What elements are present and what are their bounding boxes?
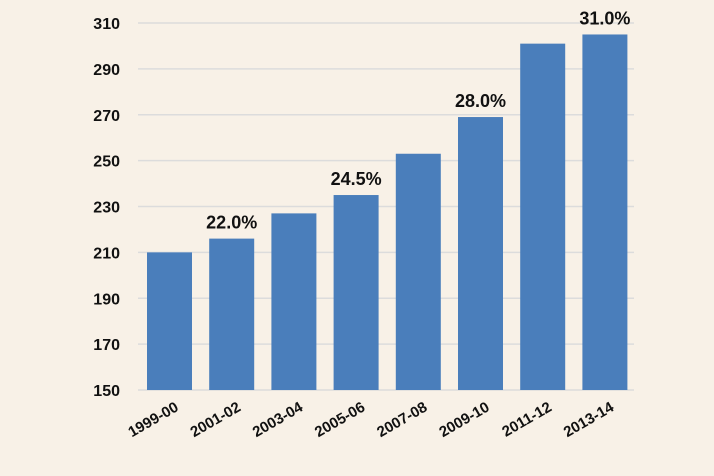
bar-2009-10: [458, 117, 503, 390]
y-tick-label: 250: [93, 154, 120, 171]
bar-2007-08: [395, 153, 441, 390]
bar-2003-04: [271, 213, 317, 390]
x-tick-label: 2003-04: [250, 398, 307, 441]
x-axis: 1999-00 2001-02 2003-04 2005-06 2007-08 2009-…: [125, 398, 617, 441]
x-tick-label: 2011-12: [499, 399, 554, 441]
y-axis: 150 170 190 210 230 250 270 290 310: [93, 16, 120, 400]
x-tick-label: 1999-00: [125, 399, 181, 441]
y-tick-label: 210: [93, 245, 120, 262]
data-label: 31.0%: [579, 8, 630, 28]
x-tick-label: 2013-14: [561, 398, 618, 441]
bar-2001-02: [209, 238, 255, 390]
data-label: 24.5%: [331, 169, 382, 189]
bar-1999-00: [147, 252, 192, 390]
y-tick-label: 230: [93, 200, 120, 217]
y-tick-label: 190: [93, 291, 120, 308]
x-tick-label: 2005-06: [312, 399, 368, 441]
data-label: 28.0%: [455, 91, 506, 111]
y-tick-label: 150: [93, 383, 120, 400]
y-tick-label: 290: [93, 62, 120, 79]
x-tick-label: 2009-10: [436, 399, 492, 441]
bar-2011-12: [520, 43, 566, 391]
x-tick-label: 2007-08: [374, 399, 430, 441]
data-labels: 22.0% 24.5% 28.0% 31.0%: [206, 8, 630, 232]
x-tick-label: 2001-02: [188, 399, 244, 441]
y-tick-label: 310: [93, 16, 120, 33]
bar-2013-14: [582, 34, 628, 390]
bars: [147, 34, 628, 391]
y-tick-label: 270: [93, 108, 120, 125]
y-tick-label: 170: [93, 337, 120, 354]
data-label: 22.0%: [206, 213, 257, 233]
bar-2005-06: [333, 195, 379, 390]
